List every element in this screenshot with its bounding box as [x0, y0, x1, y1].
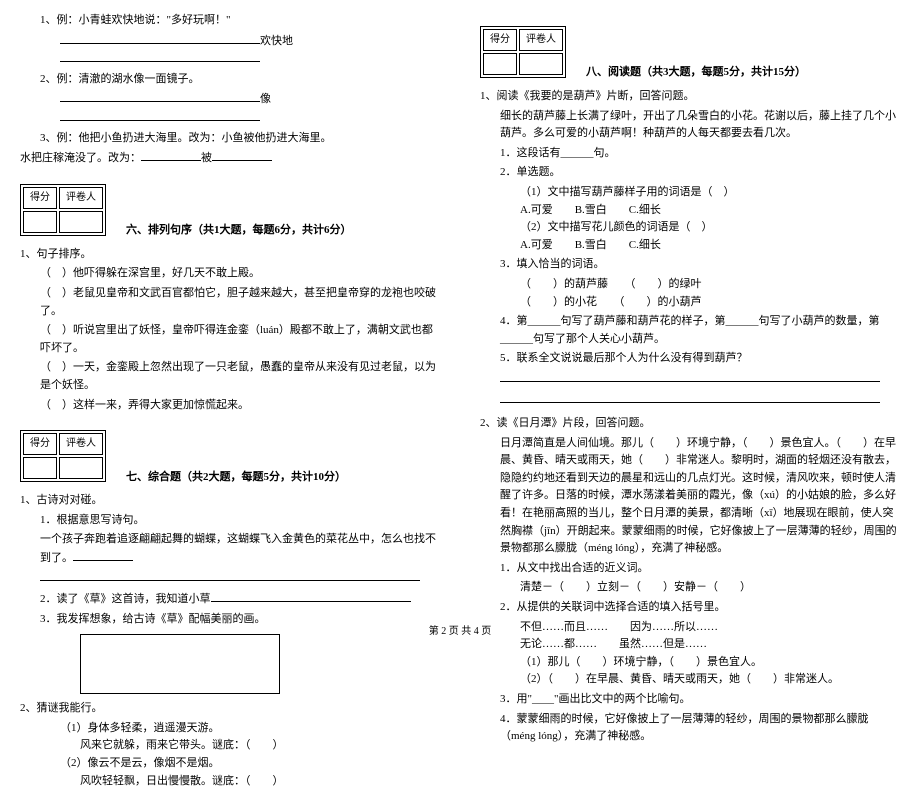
r2: 2、读《日月潭》片段，回答问题。	[480, 415, 900, 433]
r1-2b: （2）文中描写花儿颜色的词语是（ ）	[520, 219, 900, 237]
score-box-6: 得分评卷人	[20, 184, 106, 236]
word-1: 欢快地	[260, 35, 293, 47]
s7-1a: 1．根据意思写诗句。	[40, 512, 440, 530]
s6-c: （ ）听说宫里出了妖怪，皇帝吓得连金銮（luán）殿都不敢上了，满朝文武也都吓坏…	[40, 322, 440, 357]
drawing-box	[80, 634, 280, 694]
r1-2a-opt: A.可爱 B.雪白 C.细长	[520, 202, 900, 220]
r2-2: 2．从提供的关联词中选择合适的填入括号里。	[500, 599, 900, 617]
r2-4: 4．蒙蒙细雨的时候，它好像披上了一层薄薄的轻纱，周围的景物都那么朦胧（méng …	[500, 711, 900, 746]
s7-1c-text: 2．读了《草》这首诗，我知道小草	[40, 593, 211, 605]
text-3c: 被	[201, 152, 212, 164]
r1-2b-opt: A.可爱 B.雪白 C.细长	[520, 237, 900, 255]
r2-p: 日月潭简直是人间仙境。那儿（ ）环境宁静，（ ）景色宜人。（ ）在早晨、黄昏、晴…	[500, 435, 900, 558]
r2-2c: （1）那儿（ ）环境宁静，（ ）景色宜人。	[520, 654, 900, 672]
r2-1: 1．从文中找出合适的近义词。	[500, 560, 900, 578]
score-box-7: 得分评卷人	[20, 430, 106, 482]
s7-1c: 2．读了《草》这首诗，我知道小草	[40, 590, 440, 609]
s7-2d: 风吹轻轻飘，日出慢慢散。谜底：（ ）	[80, 773, 440, 790]
score-label: 得分	[483, 29, 517, 51]
blank-1: 欢快地	[60, 32, 440, 69]
r1-5: 5．联系全文说说最后那个人为什么没有得到葫芦？	[500, 350, 900, 368]
score-label: 得分	[23, 433, 57, 455]
r1-3: 3．填入恰当的词语。	[500, 256, 900, 274]
section-6-title: 六、排列句序（共1大题，每题6分，共计6分）	[126, 222, 352, 240]
s6-e: （ ）这样一来，弄得大家更加惊慌起来。	[40, 397, 440, 415]
r1-1: 1．这段话有______句。	[500, 145, 900, 163]
s6-d: （ ）一天，金銮殿上忽然出现了一只老鼠，愚蠢的皇帝从来没有见过老鼠，以为是个妖怪…	[40, 359, 440, 394]
r1-p: 细长的葫芦藤上长满了绿叶，开出了几朵雪白的小花。花谢以后，藤上挂了几个小葫芦。多…	[500, 108, 900, 143]
example-3: 3、例：他把小鱼扔进大海里。改为：小鱼被他扔进大海里。	[40, 130, 440, 148]
s7-1b-line	[40, 569, 440, 588]
s6-a: （ ）他吓得躲在深宫里，好几天不敢上殿。	[40, 265, 440, 283]
grader-label: 评卷人	[519, 29, 563, 51]
text-3b: 水把庄稼淹没了。改为：	[20, 152, 141, 164]
r1-2a: （1）文中描写葫芦藤样子用的词语是（ ）	[520, 184, 900, 202]
right-column: 得分评卷人 八、阅读题（共3大题，每题5分，共计15分） 1、阅读《我要的是葫芦…	[460, 0, 920, 620]
s6-b: （ ）老鼠见皇帝和文武百官都怕它，胆子越来越大，甚至把皇帝穿的龙袍也咬破了。	[40, 285, 440, 320]
s7-2c: （2）像云不是云，像烟不是烟。	[60, 755, 440, 773]
r2-1a: 清楚－（ ）立刻－（ ）安静－（ ）	[520, 579, 900, 597]
r1-3b: （ ）的小花 （ ）的小葫芦	[520, 294, 900, 312]
example-3b: 水把庄稼淹没了。改为： 被	[20, 149, 440, 168]
word-2: 像	[260, 93, 271, 105]
left-column: 1、例：小青蛙欢快地说："多好玩啊！" 欢快地 2、例：清澈的湖水像一面镜子。 …	[0, 0, 460, 620]
section-8-title: 八、阅读题（共3大题，每题5分，共计15分）	[586, 64, 806, 82]
blank-2: 像	[60, 90, 440, 127]
s7-1: 1、古诗对对碰。	[20, 492, 440, 510]
s7-2b: 风来它就躲，雨来它带头。谜底：（ ）	[80, 737, 440, 755]
s7-2a: （1）身体多轻柔，逍遥漫天游。	[60, 720, 440, 738]
r1-3a: （ ）的葫芦藤 （ ）的绿叶	[520, 276, 900, 294]
example-2: 2、例：清澈的湖水像一面镜子。	[40, 71, 440, 89]
s6-head: 1、句子排序。	[20, 246, 440, 264]
s7-1b: 一个孩子奔跑着追逐翩翩起舞的蝴蝶，这蝴蝶飞入金黄色的菜花丛中，怎么也找不到了。	[40, 531, 440, 567]
r2-2d: （2）（ ）在早晨、黄昏、晴天或雨天，她（ ）非常迷人。	[520, 671, 900, 689]
r1-5-blank	[500, 370, 900, 389]
r1: 1、阅读《我要的是葫芦》片断，回答问题。	[480, 88, 900, 106]
r2-3: 3．用"____"画出比文中的两个比喻句。	[500, 691, 900, 709]
r1-5-blank2	[500, 391, 900, 410]
r1-4: 4．第______句写了葫芦藤和葫芦花的样子，第______句写了小葫芦的数量，…	[500, 313, 900, 348]
r2-2b: 无论……都…… 虽然……但是……	[520, 636, 900, 654]
grader-label: 评卷人	[59, 433, 103, 455]
example-1: 1、例：小青蛙欢快地说："多好玩啊！"	[40, 12, 440, 30]
section-7-title: 七、综合题（共2大题，每题5分，共计10分）	[126, 469, 346, 487]
grader-label: 评卷人	[59, 187, 103, 209]
score-label: 得分	[23, 187, 57, 209]
s7-1d: 3．我发挥想象，给古诗《草》配幅美丽的画。	[40, 611, 440, 629]
score-box-8: 得分评卷人	[480, 26, 566, 78]
r1-2: 2．单选题。	[500, 164, 900, 182]
r2-2a: 不但……而且…… 因为……所以……	[520, 619, 900, 637]
s7-2: 2、猜谜我能行。	[20, 700, 440, 718]
